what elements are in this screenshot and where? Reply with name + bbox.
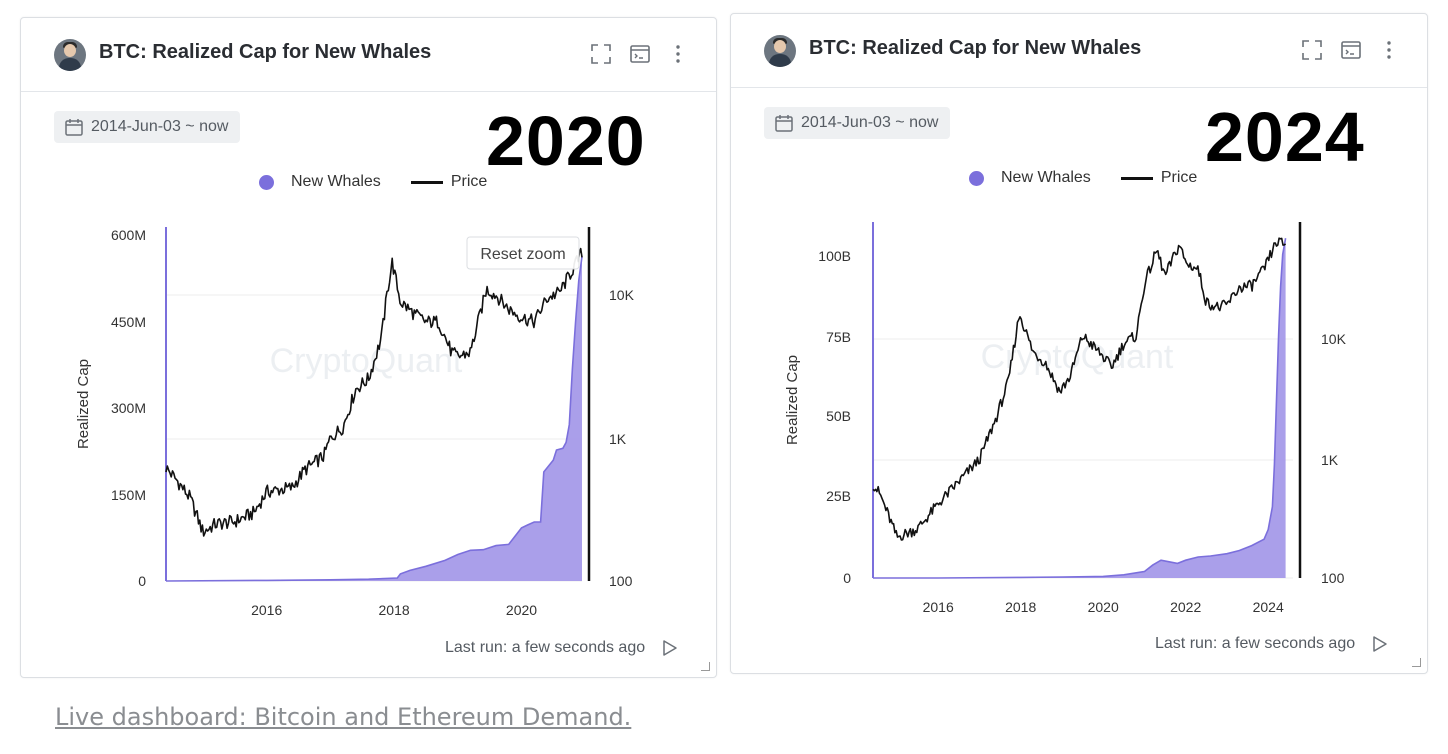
x-tick-label: 2022 xyxy=(1170,599,1201,615)
series-line-new-whales xyxy=(873,238,1287,579)
y2-tick-label: 10K xyxy=(609,287,635,303)
calendar-icon xyxy=(775,115,793,132)
y-tick-label: 100B xyxy=(818,248,851,264)
play-icon[interactable] xyxy=(659,638,679,658)
chart-card-2020: BTC: Realized Cap for New Whales 2014-Ju… xyxy=(20,17,717,678)
date-range-text: 2014-Jun-03 ~ now xyxy=(801,114,939,131)
x-tick-label: 2020 xyxy=(1088,599,1119,615)
chart-plot[interactable]: CryptoQuant 600M 450M 300M 150M 0 10K 1K 100 2016… xyxy=(21,18,718,679)
x-tick-label: 2016 xyxy=(251,602,282,618)
legend-item-new-whales[interactable]: New Whales xyxy=(969,169,1091,187)
date-range-text: 2014-Jun-03 ~ now xyxy=(91,118,229,135)
y2-tick-label: 100 xyxy=(1321,570,1345,586)
series-area-new-whales xyxy=(873,238,1286,578)
card-header: BTC: Realized Cap for New Whales xyxy=(21,18,716,92)
x-tick-label: 2016 xyxy=(923,599,954,615)
legend-dot xyxy=(259,174,274,190)
watermark: CryptoQuant xyxy=(270,342,463,380)
legend-line xyxy=(410,180,443,184)
avatar xyxy=(764,35,796,67)
expand-icon[interactable] xyxy=(590,43,612,65)
card-header: BTC: Realized Cap for New Whales xyxy=(731,14,1427,88)
last-run-bar: Last run: a few seconds ago xyxy=(1155,634,1389,654)
expand-icon[interactable] xyxy=(1301,39,1323,61)
date-range-pill[interactable]: 2014-Jun-03 ~ now xyxy=(54,111,241,143)
y-tick-label: 300M xyxy=(111,400,146,416)
more-vertical-icon[interactable] xyxy=(1378,39,1400,61)
x-tick-label: 2024 xyxy=(1253,599,1284,615)
y2-tick-label: 1K xyxy=(1321,452,1339,468)
y-axis-label: Realized Cap xyxy=(75,359,92,449)
legend-item-new-whales[interactable]: New Whales xyxy=(259,173,381,191)
legend-dot xyxy=(969,170,984,186)
resize-handle[interactable] xyxy=(1412,658,1421,667)
y2-tick-label: 10K xyxy=(1321,331,1347,347)
y-axis-label: Realized Cap xyxy=(784,355,801,445)
resize-handle[interactable] xyxy=(701,662,710,671)
legend-line xyxy=(1120,176,1153,180)
y-tick-label: 75B xyxy=(826,329,851,345)
series-area-new-whales xyxy=(166,256,582,581)
reset-zoom-button[interactable]: Reset zoom xyxy=(466,236,580,270)
date-range-pill[interactable]: 2014-Jun-03 ~ now xyxy=(764,107,951,139)
x-tick-label: 2018 xyxy=(379,602,410,618)
legend-label-new-whales: New Whales xyxy=(1001,169,1091,186)
chart-legend: New Whales Price xyxy=(259,173,487,191)
calendar-icon xyxy=(65,119,83,136)
legend-label-new-whales: New Whales xyxy=(291,173,381,190)
legend-item-price[interactable]: Price xyxy=(1120,169,1198,187)
reset-zoom-label: Reset zoom xyxy=(480,246,565,263)
series-line-price xyxy=(872,237,1287,541)
x-tick-label: 2020 xyxy=(506,602,537,618)
last-run-text: Last run: a few seconds ago xyxy=(1155,635,1356,652)
card-title: BTC: Realized Cap for New Whales xyxy=(99,41,432,63)
series-line-new-whales xyxy=(165,256,583,582)
y-tick-label: 50B xyxy=(826,408,851,424)
chart-legend: New Whales Price xyxy=(969,169,1197,187)
legend-label-price: Price xyxy=(1160,169,1198,186)
legend-item-price[interactable]: Price xyxy=(410,173,488,191)
y-tick-label: 600M xyxy=(111,227,146,243)
y-tick-label: 25B xyxy=(826,488,851,504)
reset-zoom-bg xyxy=(466,236,580,270)
card-title: BTC: Realized Cap for New Whales xyxy=(809,37,1142,59)
last-run-text: Last run: a few seconds ago xyxy=(445,639,646,656)
series-line-price xyxy=(165,247,583,537)
console-icon[interactable] xyxy=(629,43,651,65)
play-icon[interactable] xyxy=(1369,634,1389,654)
chart-card-2024: BTC: Realized Cap for New Whales 2014-Ju… xyxy=(730,13,1428,674)
avatar xyxy=(54,39,86,71)
y-tick-label: 450M xyxy=(111,314,146,330)
year-label: 2024 xyxy=(1205,98,1365,176)
y2-tick-label: 1K xyxy=(609,431,627,447)
x-tick-label: 2018 xyxy=(1005,599,1036,615)
y-tick-label: 0 xyxy=(138,573,146,589)
year-label: 2020 xyxy=(486,102,646,180)
more-vertical-icon[interactable] xyxy=(667,43,689,65)
y2-tick-label: 100 xyxy=(609,573,633,589)
y-tick-label: 150M xyxy=(111,487,146,503)
legend-label-price: Price xyxy=(450,173,488,190)
y-tick-label: 0 xyxy=(843,570,851,586)
dashboard-link[interactable]: Live dashboard: Bitcoin and Ethereum Dem… xyxy=(55,703,632,731)
last-run-bar: Last run: a few seconds ago xyxy=(445,638,679,658)
console-icon[interactable] xyxy=(1340,39,1362,61)
